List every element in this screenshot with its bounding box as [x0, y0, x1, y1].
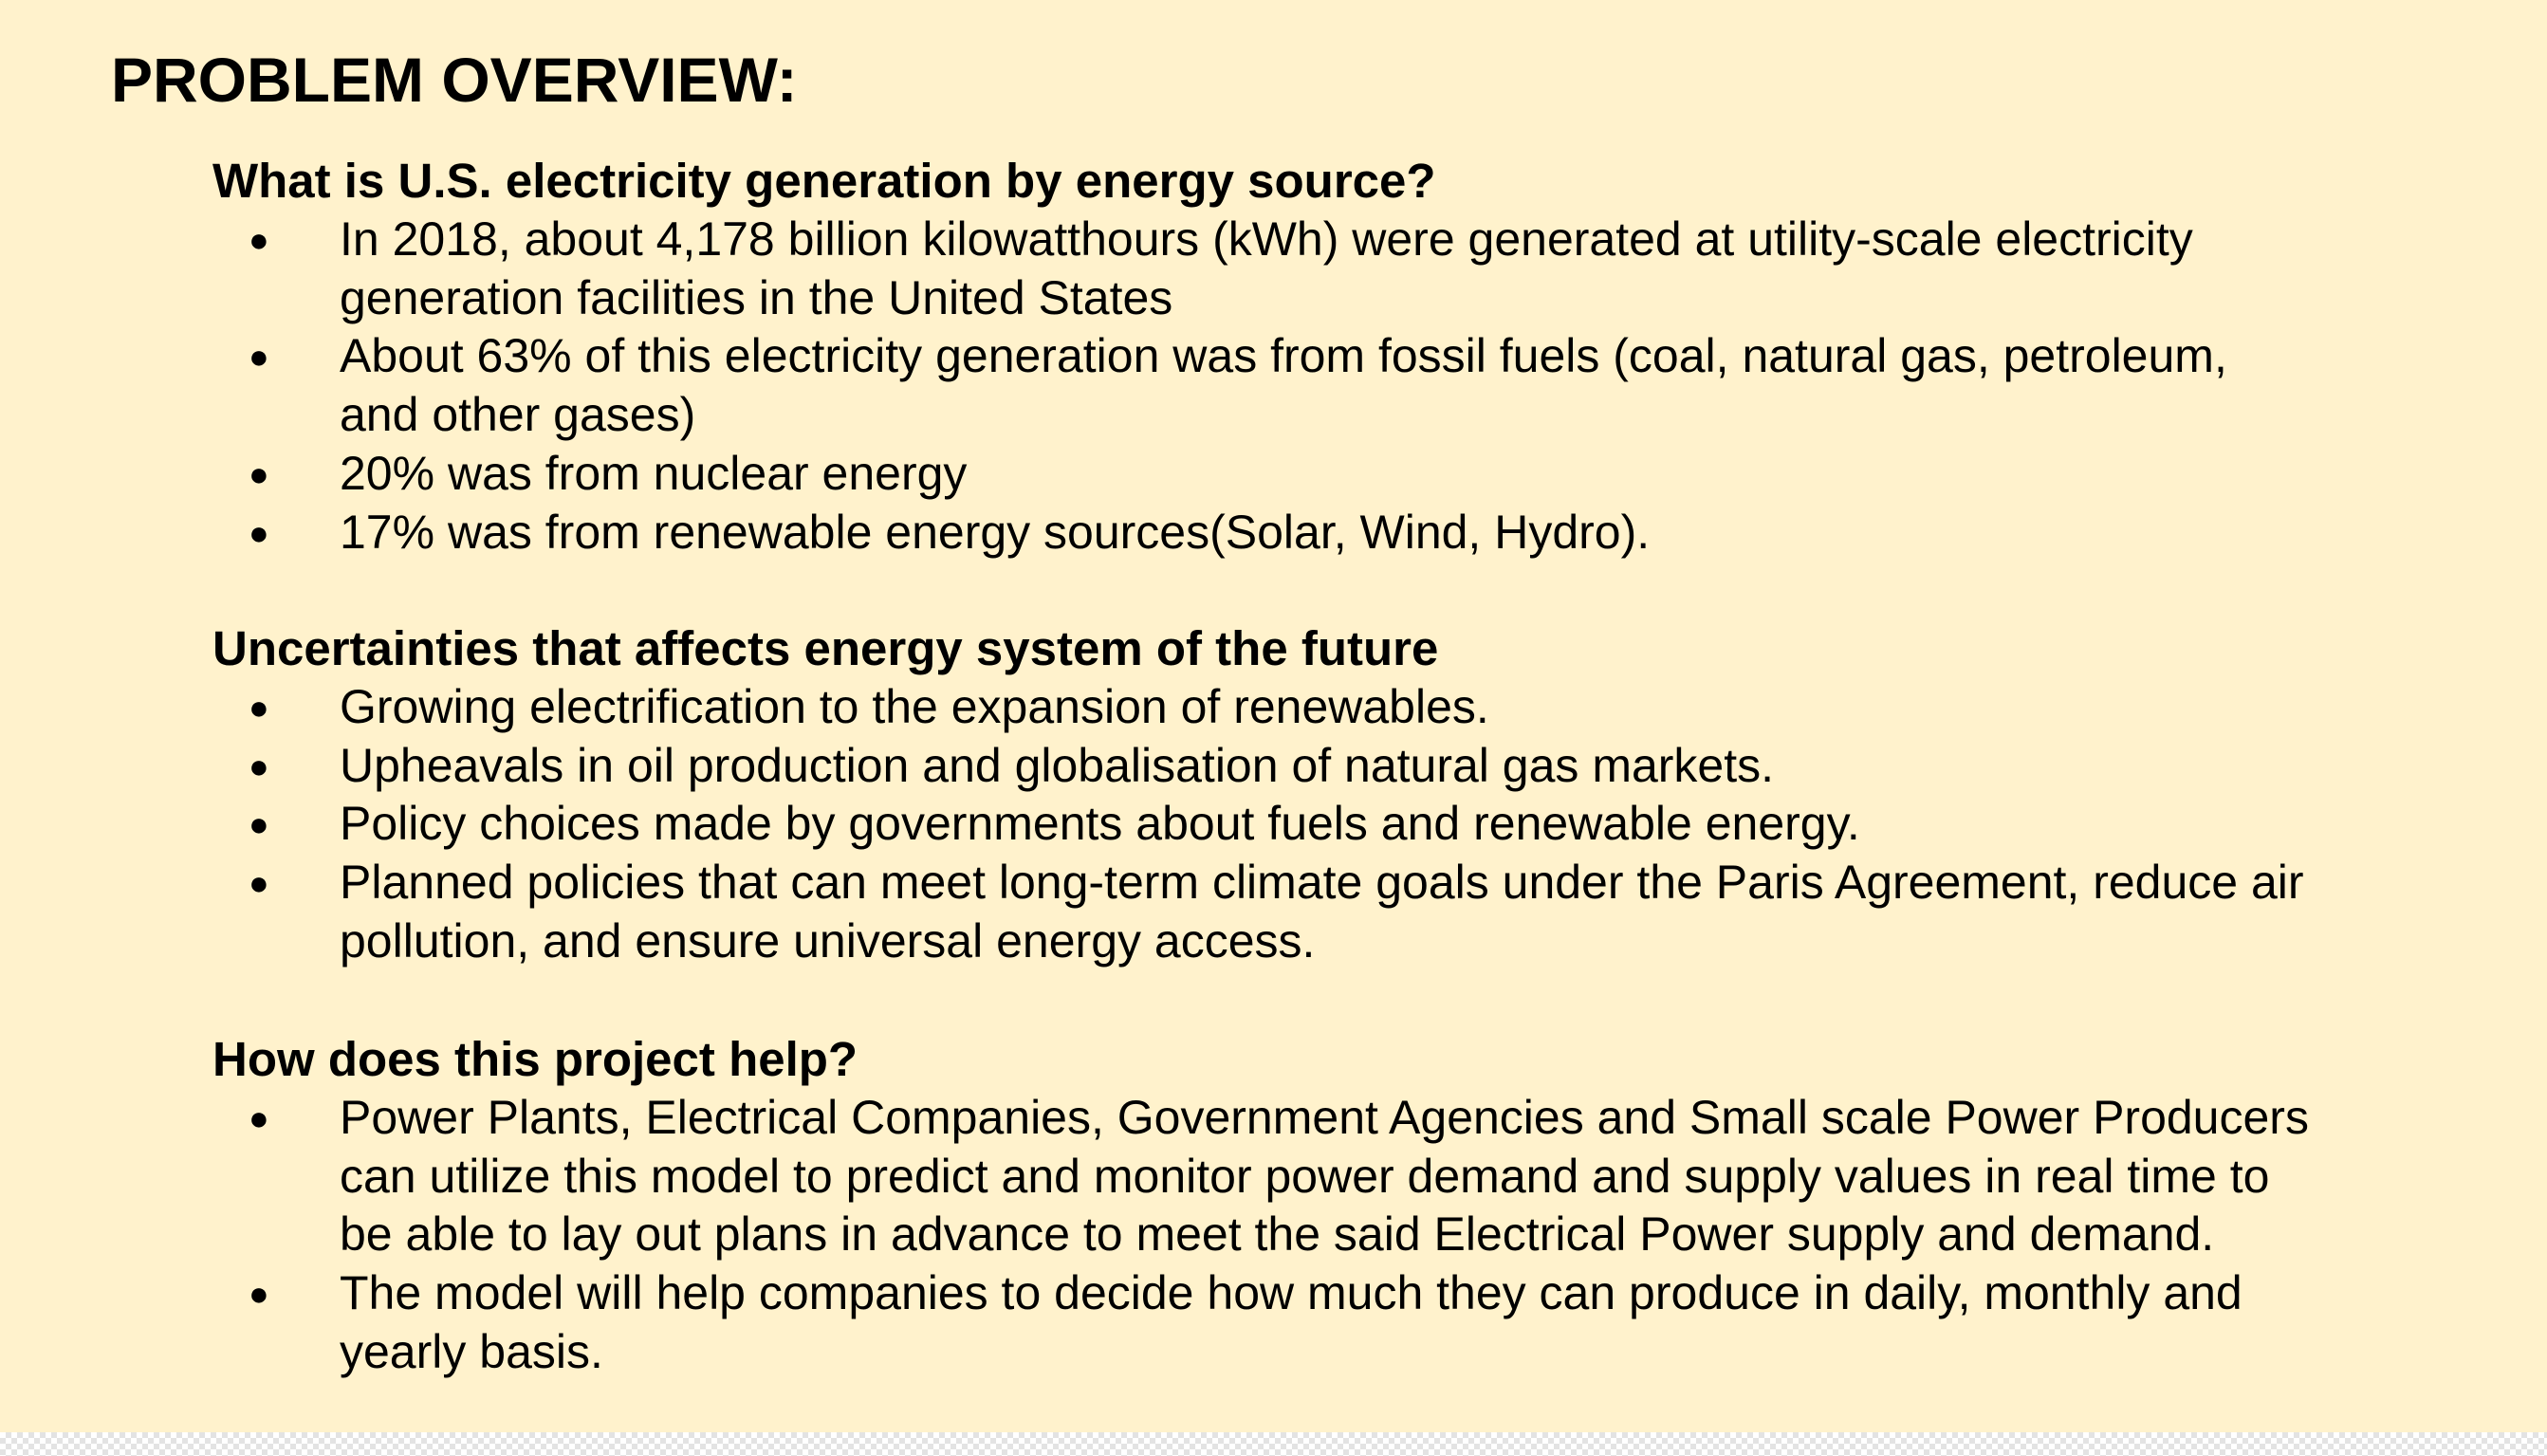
- list-item-text: 17% was from renewable energy sources(So…: [340, 505, 1651, 559]
- bullet-icon: ●: [249, 804, 269, 844]
- list-item-text: In 2018, about 4,178 billion kilowatthou…: [340, 212, 2193, 324]
- list-item-text: 20% was from nuclear energy: [340, 446, 968, 500]
- bullet-icon: ●: [249, 337, 269, 377]
- list-item: ● Upheavals in oil production and global…: [0, 737, 2313, 796]
- list-item: ● Growing electrification to the expansi…: [0, 678, 2313, 737]
- section-heading: What is U.S. electricity generation by e…: [212, 154, 1436, 208]
- bullet-icon: ●: [249, 688, 269, 727]
- bullet-icon: ●: [249, 1274, 269, 1314]
- bullet-list: ● Power Plants, Electrical Companies, Go…: [0, 1089, 2313, 1382]
- list-item: ● About 63% of this electricity generati…: [0, 327, 2313, 444]
- bullet-icon: ●: [249, 512, 269, 552]
- bullet-icon: ●: [249, 1098, 269, 1137]
- list-item: ● The model will help companies to decid…: [0, 1264, 2313, 1381]
- list-item-text: Power Plants, Electrical Companies, Gove…: [340, 1091, 2309, 1262]
- list-item-text: About 63% of this electricity generation…: [340, 329, 2227, 442]
- bullet-icon: ●: [249, 863, 269, 903]
- list-item: ● Planned policies that can meet long-te…: [0, 854, 2313, 970]
- bullet-icon: ●: [249, 453, 269, 493]
- list-item: ● Policy choices made by governments abo…: [0, 795, 2313, 854]
- section-heading: How does this project help?: [212, 1032, 858, 1086]
- list-item-text: Planned policies that can meet long-term…: [340, 856, 2304, 968]
- list-item-text: Policy choices made by governments about…: [340, 797, 1860, 851]
- list-item: ● In 2018, about 4,178 billion kilowatth…: [0, 211, 2313, 327]
- list-item-text: Upheavals in oil production and globalis…: [340, 738, 1775, 792]
- list-item: ● Power Plants, Electrical Companies, Go…: [0, 1089, 2313, 1264]
- list-item: ● 17% was from renewable energy sources(…: [0, 504, 2313, 562]
- section-heading: Uncertainties that affects energy system…: [212, 621, 1439, 675]
- page-title: PROBLEM OVERVIEW:: [111, 45, 798, 115]
- bullet-icon: ●: [249, 746, 269, 785]
- list-item-text: The model will help companies to decide …: [340, 1266, 2242, 1378]
- bullet-list: ● Growing electrification to the expansi…: [0, 678, 2313, 971]
- list-item: ● 20% was from nuclear energy: [0, 445, 2313, 504]
- list-item-text: Growing electrification to the expansion…: [340, 680, 1489, 733]
- bullet-icon: ●: [249, 220, 269, 259]
- transparency-checkerboard: [0, 1432, 2547, 1456]
- bullet-list: ● In 2018, about 4,178 billion kilowatth…: [0, 211, 2313, 562]
